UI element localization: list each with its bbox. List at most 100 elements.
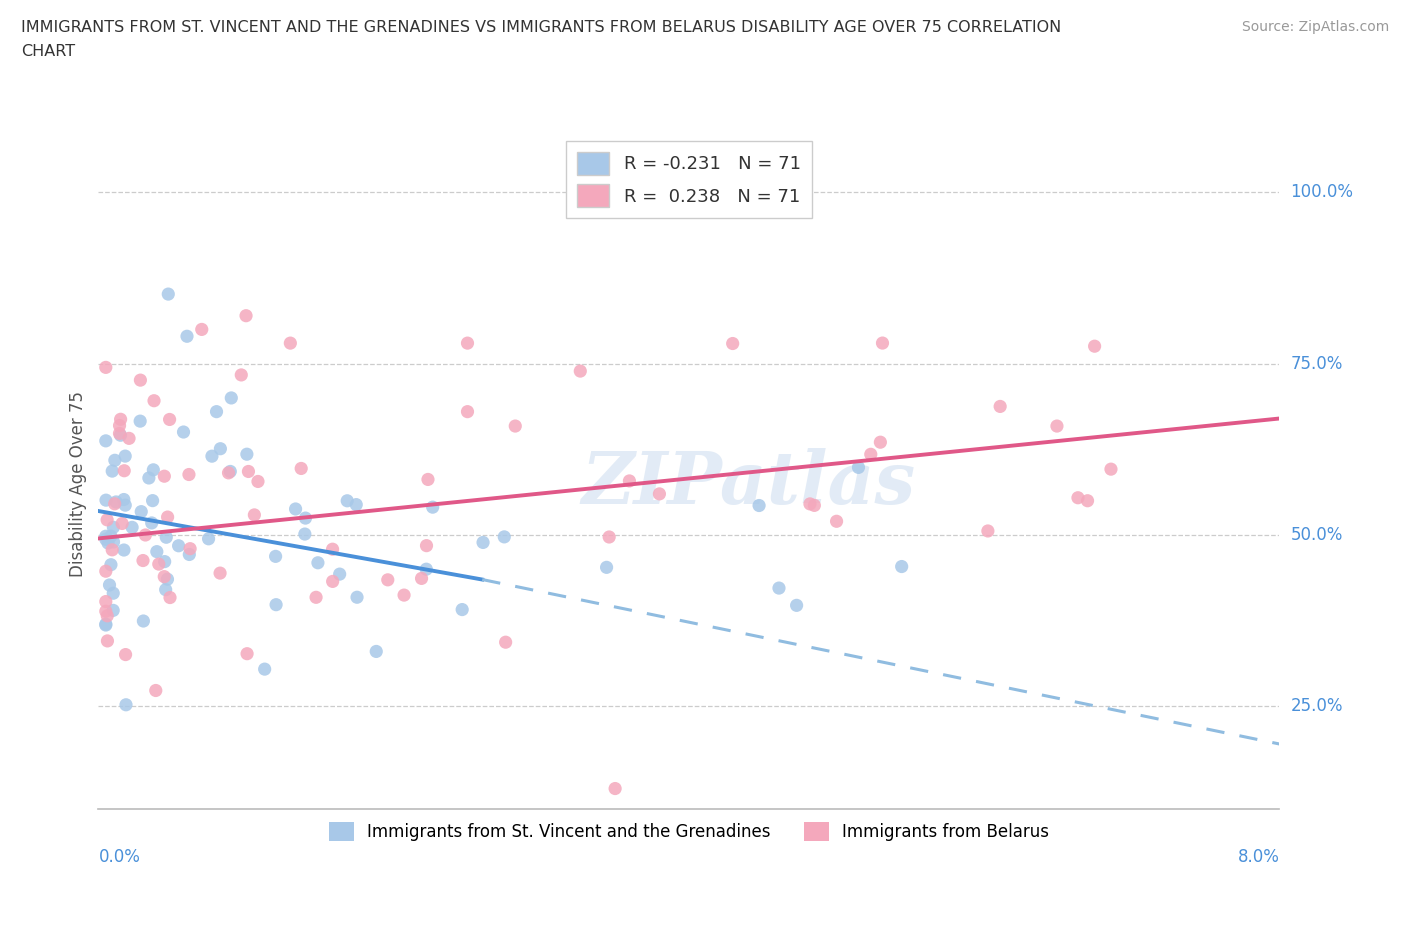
Point	[344, 498, 367, 512]
Point	[157, 286, 180, 301]
Point	[179, 541, 201, 556]
Point	[94, 493, 117, 508]
Point	[156, 572, 179, 587]
Point	[569, 364, 592, 379]
Point	[94, 564, 117, 578]
Point	[129, 504, 152, 519]
Point	[132, 614, 155, 629]
Point	[191, 322, 214, 337]
Point	[197, 531, 219, 546]
Point	[201, 449, 224, 464]
Point	[129, 373, 152, 388]
Point	[94, 617, 117, 631]
Point	[153, 554, 176, 569]
Point	[721, 336, 744, 351]
Point	[825, 514, 848, 529]
Point	[290, 461, 312, 476]
Point	[103, 520, 125, 535]
Point	[94, 532, 117, 547]
Point	[415, 562, 437, 577]
Point	[284, 501, 307, 516]
Text: ZIPatlas: ZIPatlas	[581, 448, 915, 519]
Point	[94, 604, 117, 618]
Point	[1099, 461, 1122, 476]
Text: 75.0%: 75.0%	[1291, 354, 1343, 373]
Point	[103, 603, 125, 618]
Point	[94, 594, 117, 609]
Point	[598, 529, 620, 544]
Point	[748, 498, 770, 513]
Point	[503, 418, 526, 433]
Point	[236, 446, 259, 461]
Point	[236, 646, 259, 661]
Point	[1067, 490, 1090, 505]
Point	[156, 510, 179, 525]
Text: Source: ZipAtlas.com: Source: ZipAtlas.com	[1241, 20, 1389, 34]
Point	[411, 571, 433, 586]
Point	[872, 336, 894, 351]
Point	[153, 569, 176, 584]
Point	[422, 499, 444, 514]
Point	[97, 536, 120, 551]
Point	[94, 618, 117, 632]
Point	[100, 529, 122, 544]
Point	[118, 431, 141, 445]
Point	[114, 647, 136, 662]
Point	[848, 460, 870, 475]
Point	[329, 566, 352, 581]
Point	[219, 464, 242, 479]
Point	[346, 590, 368, 604]
Point	[322, 574, 344, 589]
Point	[103, 535, 125, 550]
Point	[112, 492, 135, 507]
Point	[129, 414, 152, 429]
Point	[103, 586, 125, 601]
Point	[457, 405, 479, 419]
Point	[121, 520, 143, 535]
Point	[108, 418, 131, 433]
Point	[221, 391, 243, 405]
Point	[457, 336, 479, 351]
Text: 100.0%: 100.0%	[1291, 183, 1354, 202]
Point	[101, 464, 124, 479]
Point	[366, 644, 388, 658]
Point	[167, 538, 190, 553]
Point	[159, 591, 181, 605]
Point	[595, 560, 617, 575]
Y-axis label: Disability Age Over 75: Disability Age Over 75	[69, 391, 87, 577]
Point	[799, 497, 821, 512]
Point	[177, 467, 200, 482]
Text: 8.0%: 8.0%	[1237, 848, 1279, 866]
Point	[155, 582, 177, 597]
Point	[104, 453, 127, 468]
Point	[111, 516, 134, 531]
Point	[110, 428, 132, 443]
Point	[605, 781, 627, 796]
Point	[148, 557, 170, 572]
Text: IMMIGRANTS FROM ST. VINCENT AND THE GRENADINES VS IMMIGRANTS FROM BELARUS DISABI: IMMIGRANTS FROM ST. VINCENT AND THE GREN…	[21, 20, 1062, 35]
Text: CHART: CHART	[21, 44, 75, 59]
Point	[153, 469, 176, 484]
Point	[294, 511, 316, 525]
Point	[146, 544, 169, 559]
Point	[415, 538, 437, 553]
Point	[94, 433, 117, 448]
Point	[472, 535, 495, 550]
Point	[869, 434, 891, 449]
Point	[114, 448, 136, 463]
Point	[142, 493, 165, 508]
Point	[145, 683, 167, 698]
Point	[1084, 339, 1107, 353]
Point	[218, 465, 240, 480]
Point	[786, 598, 808, 613]
Point	[132, 553, 155, 568]
Point	[176, 329, 198, 344]
Point	[890, 559, 912, 574]
Point	[238, 464, 260, 479]
Point	[134, 527, 156, 542]
Point	[648, 486, 671, 501]
Point	[305, 590, 328, 604]
Point	[803, 498, 825, 512]
Point	[280, 336, 302, 351]
Point	[988, 399, 1011, 414]
